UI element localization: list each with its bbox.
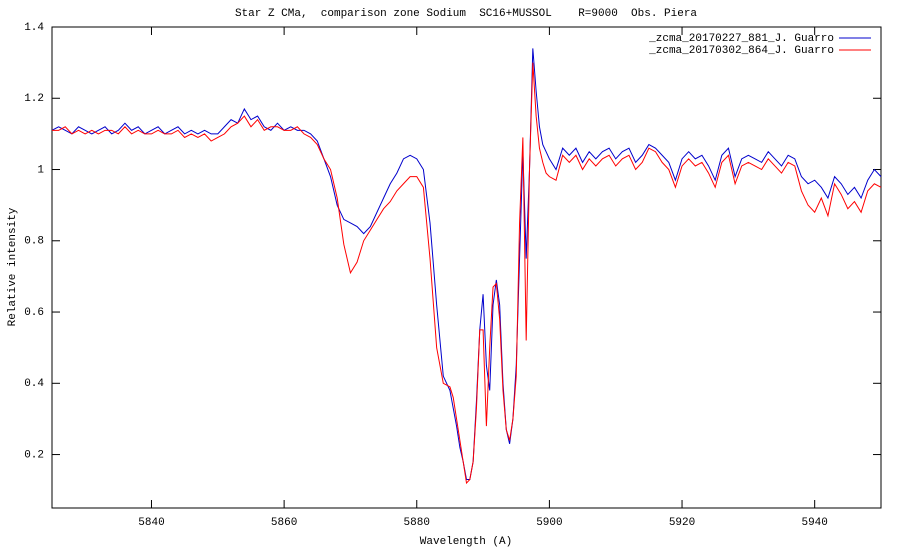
- x-tick-label: 5920: [669, 517, 695, 529]
- spectrum-line: [51, 48, 882, 480]
- y-tick-label: 0.8: [24, 236, 44, 248]
- x-tick-label: 5940: [801, 517, 827, 529]
- y-axis-label: Relative intensity: [7, 207, 19, 326]
- y-tick-label: 1.4: [24, 22, 44, 34]
- spectrum-line: [52, 62, 882, 485]
- y-tick-label: 1.2: [24, 93, 44, 105]
- x-tick-label: 5880: [404, 517, 430, 529]
- x-tick-label: 5840: [138, 517, 164, 529]
- plot-frame: [51, 26, 882, 509]
- y-tick-label: 1: [37, 164, 44, 176]
- legend-label: _zcma_20170227_881_J. Guarro: [648, 33, 834, 45]
- chart-title: Star Z CMa, comparison zone Sodium SC16+…: [235, 8, 697, 20]
- x-axis-label: Wavelength (A): [420, 536, 512, 548]
- y-tick-label: 0.6: [24, 307, 44, 319]
- y-tick-label: 0.2: [24, 449, 44, 461]
- x-tick-label: 5900: [536, 517, 562, 529]
- legend-label: _zcma_20170302_864_J. Guarro: [648, 45, 834, 57]
- x-tick-label: 5860: [271, 517, 297, 529]
- y-tick-label: 0.4: [24, 378, 44, 390]
